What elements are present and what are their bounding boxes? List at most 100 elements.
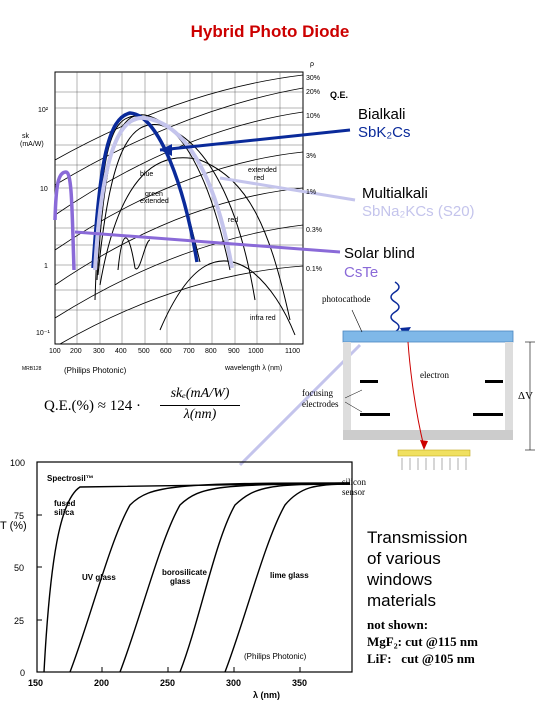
transmission-curves [43,482,351,673]
electrode-left-bottom [360,413,390,416]
left-wall [343,342,351,438]
solarblind-formula: CsTe [344,264,379,281]
sensor-pins [401,458,467,470]
qe-formula: Q.E.(%) ≈ 124 · [44,398,141,415]
borosilicate-curve [179,483,351,673]
qe-credit: (Philips Photonic) [64,366,127,375]
window-pointer [238,343,362,467]
x-tick: 900 [228,348,240,355]
x-tick: 100 [49,348,61,355]
t-ylabel: T (%) [0,520,27,532]
formula-numerator: skₑ(mA/W) [170,386,230,401]
base-plate [343,430,513,440]
delta-v-label: ΔV [518,390,534,402]
bialkali-name: Bialkali [358,106,406,123]
spectrosil-curve [69,482,351,673]
transmission-plot-frame [36,461,353,673]
page-title: Hybrid Photo Diode [190,22,350,41]
t-y-tick: 75 [14,511,24,521]
y-tick-0.1: 10⁻¹ [36,330,50,337]
transmission-credit: (Philips Photonic) [244,652,307,661]
x-tick: 1000 [248,348,264,355]
t-y-tick: 25 [14,616,24,626]
x-tick: 700 [183,348,195,355]
curve-label-extended-red-2: red [254,175,264,182]
electron-path [407,341,425,448]
lif-note: LiF: cut @105 nm [367,651,475,666]
bialkali-arrowhead [160,144,172,156]
right-axis-symbol: ρ [310,61,314,68]
bialkali-formula: SbK₂Cs [358,124,411,141]
qe-label: Q.E. [330,90,348,100]
curve-label-infrared: infra red [250,315,276,322]
lime-glass-label: lime glass [270,571,309,580]
transmission-ticks [37,461,301,673]
qe-ylabel-2: (mA/W) [20,141,44,148]
figure-code: MRB128 [22,366,42,372]
x-tick: 400 [115,348,127,355]
x-tick: 500 [138,348,150,355]
t-x-tick: 150 [28,678,43,688]
solarblind-pointer [74,230,341,254]
curve-label-extended: extended [140,198,169,205]
uv-glass-curve [119,483,351,673]
right-wall [505,342,513,438]
transmission-heading: Transmission of various windows material… [367,528,468,610]
svg-text:10%: 10% [306,113,320,120]
qe-x-ticks: 100 200 300 400 500 600 700 800 900 1000… [49,348,300,355]
not-shown-label: not shown: [367,617,429,632]
silicon-sensor [397,449,471,457]
fused-silica-label-2: silica [54,508,75,517]
focusing-electrodes-label: focusing electrodes [302,388,339,409]
y-tick-100: 10² [38,107,49,114]
formula-lhs: Q.E.(%) ≈ 124 · [44,398,141,414]
t-y-tick: 50 [14,563,24,573]
photocathode-label: photocathode [322,294,371,304]
x-tick: 600 [160,348,172,355]
svg-text:30%: 30% [306,75,320,82]
mgf2-note: MgF₂: cut @115 nm [367,634,478,649]
lime-glass-curve [224,483,351,673]
fused-silica-label-1: fused [54,499,75,508]
qe-ylabel-1: sk [22,133,30,140]
x-tick: 1100 [285,348,300,355]
curve-label-extended-red-1: extended [248,167,277,174]
spectrosil-label: Spectrosil™ [47,474,94,483]
x-tick: 800 [205,348,217,355]
svg-text:3%: 3% [306,153,316,160]
uv-glass-label: UV glass [82,573,116,582]
electrode-left-top [360,380,378,383]
t-y-tick: 100 [10,458,25,468]
formula-denominator: λ(nm) [183,407,217,422]
silicon-sensor-label: silicon sensor [342,477,366,497]
electrode-right-bottom [473,413,503,416]
curve-label-blue: blue [140,171,153,178]
t-x-tick: 250 [160,678,175,688]
bialkali-curve [91,111,199,269]
multialkali-name: Multialkali [362,185,428,202]
svg-text:0.3%: 0.3% [306,227,322,234]
photocathode-pointer [351,309,363,333]
y-tick-10: 10 [40,186,48,193]
right-axis-ticks: 30% 20% 10% 3% 1% 0.3% 0.1% [306,75,322,273]
x-tick: 300 [93,348,105,355]
t-x-tick: 300 [226,678,241,688]
fused-silica-curve [43,482,351,673]
electron-label: electron [420,370,449,380]
photocathode-window [342,330,514,343]
solarblind-curve [53,170,76,271]
bialkali-pointer [159,128,351,152]
multialkali-pointer [219,176,356,202]
multialkali-curve [93,115,234,271]
electrode-right-top [485,380,503,383]
curve-label-green: green [145,191,163,198]
formula-fraction-bar [160,405,240,406]
solarblind-name: Solar blind [344,245,415,262]
t-y-tick: 0 [20,668,25,678]
svg-text:0.1%: 0.1% [306,266,322,273]
x-tick: 200 [70,348,82,355]
svg-text:1%: 1% [306,189,316,196]
